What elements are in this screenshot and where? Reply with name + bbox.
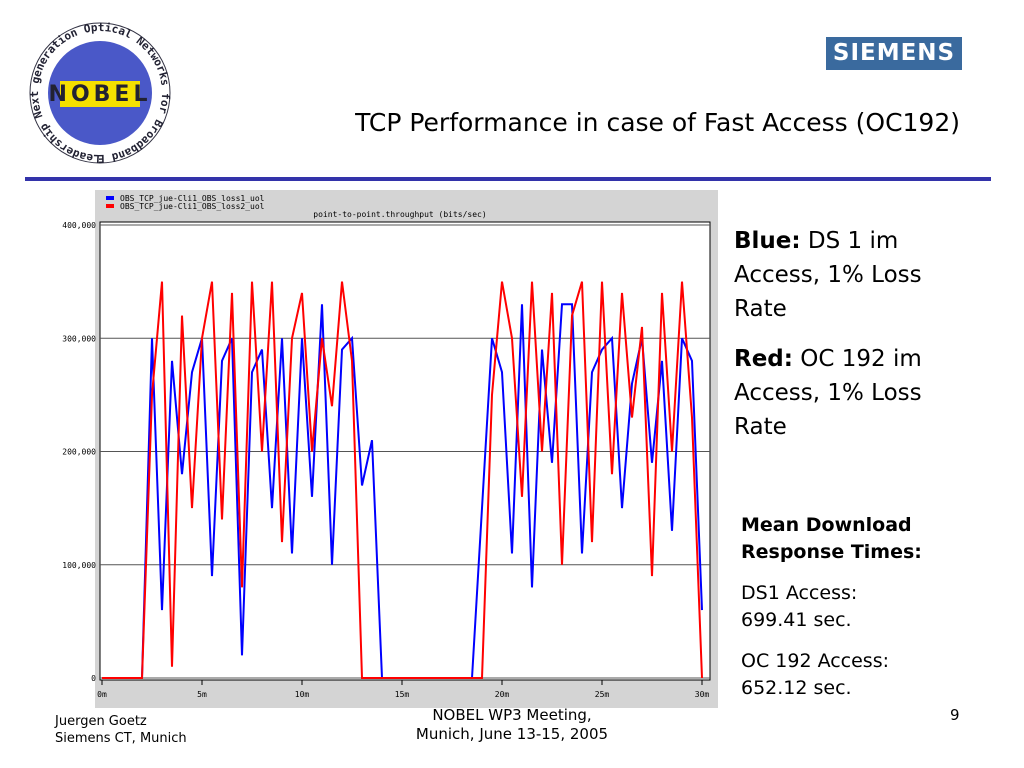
logo-band [60,81,140,107]
footer-center: NOBEL WP3 Meeting, Munich, June 13-15, 20… [362,706,662,744]
siemens-logo: SIEMENS [826,37,962,70]
note-red: Red: OC 192 im Access, 1% Loss Rate [734,342,974,444]
y-tick-label: 0 [91,674,96,683]
note-text: DS 1 im Access, 1% Loss Rate [734,228,922,322]
legend-swatch [106,204,114,208]
note-label: Blue: [734,228,801,254]
legend-swatch [106,196,114,200]
x-tick-label: 30m [695,690,710,699]
y-tick-label: 100,000 [62,561,96,570]
legend-label: OBS_TCP_jue-Cli1_OBS_loss2_uol [120,202,265,211]
legend-label: OBS_TCP_jue-Cli1_OBS_loss1_uol [120,194,265,203]
nobel-logo: Leadership Next generation Optical Netwo… [15,15,172,165]
x-tick-label: 0m [97,690,107,699]
x-tick-label: 5m [197,690,207,699]
note-blue: Blue: DS 1 im Access, 1% Loss Rate [734,224,974,326]
y-tick-label: 300,000 [62,334,96,343]
title-rule [25,177,991,181]
result-value: 699.41 sec. [741,609,852,631]
result: DS1 Access: 699.41 sec. [741,580,981,634]
x-tick-label: 20m [495,690,510,699]
series-line [102,281,703,679]
result-value: 652.12 sec. [741,677,852,699]
page-number: 9 [950,706,960,724]
author: Juergen Goetz [55,714,147,729]
result-label: OC 192 Access: [741,650,890,672]
affiliation: Siemens CT, Munich [55,731,187,746]
x-tick-label: 25m [595,690,610,699]
footer-left: Juergen Goetz Siemens CT, Munich [55,713,187,747]
x-tick-label: 15m [395,690,410,699]
chart-title: point-to-point.throughput (bits/sec) [313,210,486,219]
x-tick-label: 10m [295,690,310,699]
logo-text: NOBEL [49,82,152,107]
event: NOBEL WP3 Meeting, [432,706,592,724]
result: OC 192 Access: 652.12 sec. [741,648,981,702]
y-tick-label: 200,000 [62,448,96,457]
results-heading: Mean Download Response Times: [741,514,922,563]
event-date: Munich, June 13-15, 2005 [415,725,609,743]
y-tick-label: 400,000 [62,221,96,230]
note-text: OC 192 im Access, 1% Loss Rate [734,346,922,440]
slide-title: TCP Performance in case of Fast Access (… [355,108,960,137]
result-label: DS1 Access: [741,582,858,604]
note-label: Red: [734,346,793,372]
